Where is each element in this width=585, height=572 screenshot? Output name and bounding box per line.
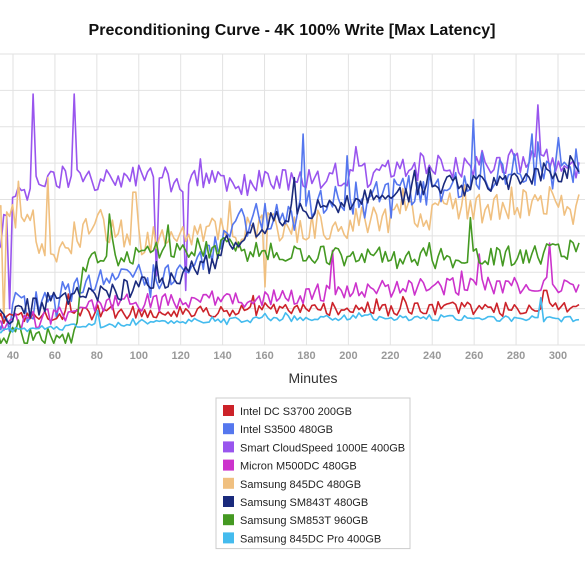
x-tick-label: 240 — [423, 350, 441, 362]
x-tick-label: 160 — [255, 350, 273, 362]
series-line-6 — [0, 213, 580, 345]
legend-label: Samsung SM843T 480GB — [240, 497, 368, 509]
legend-label: Intel S3500 480GB — [240, 424, 333, 436]
x-tick-label: 100 — [130, 350, 148, 362]
legend-label: Samsung 845DC Pro 400GB — [240, 533, 381, 545]
legend-swatch — [223, 459, 234, 471]
series-group — [0, 93, 580, 345]
legend-label: Samsung SM853T 960GB — [240, 515, 368, 527]
x-axis-label: Minutes — [288, 370, 337, 386]
x-tick-label: 60 — [49, 350, 61, 362]
series-line-7 — [0, 296, 580, 334]
legend-label: Samsung 845DC 480GB — [240, 479, 361, 491]
x-tick-label: 280 — [507, 350, 525, 362]
legend-label: Micron M500DC 480GB — [240, 461, 357, 473]
x-tick-label: 220 — [381, 350, 399, 362]
legend-swatch — [223, 441, 234, 453]
x-tick-label: 80 — [91, 350, 103, 362]
legend-label: Intel DC S3700 200GB — [240, 406, 352, 418]
legend-swatch — [223, 477, 234, 489]
series-line-2 — [0, 93, 580, 310]
legend-swatch — [223, 514, 234, 526]
series-line-1 — [0, 118, 580, 333]
x-axis-ticks: 40 60 80 100 120 140 160 180 200 220 240 260 280 300 — [7, 350, 567, 362]
x-tick-label: 260 — [465, 350, 483, 362]
x-tick-label: 200 — [339, 350, 357, 362]
x-tick-label: 140 — [213, 350, 231, 362]
x-tick-label: 40 — [7, 350, 19, 362]
legend-swatch — [223, 496, 234, 507]
series-line-5 — [0, 155, 580, 325]
series-line-0 — [0, 289, 580, 325]
legend-swatch — [223, 532, 234, 544]
legend-box — [215, 397, 411, 550]
chart-title: Preconditioning Curve - 4K 100% Write [M… — [89, 22, 496, 39]
x-tick-label: 120 — [172, 350, 190, 362]
legend-swatch — [223, 405, 234, 416]
series-line-3 — [0, 242, 580, 332]
x-tick-label: 180 — [297, 350, 315, 362]
legend-label: Smart CloudSpeed 1000E 400GB — [240, 442, 405, 454]
legend: Intel DC S3700 200GB Intel S3500 480GB Sma… — [215, 397, 411, 550]
legend-swatch — [223, 423, 234, 435]
x-tick-label: 300 — [549, 350, 567, 362]
